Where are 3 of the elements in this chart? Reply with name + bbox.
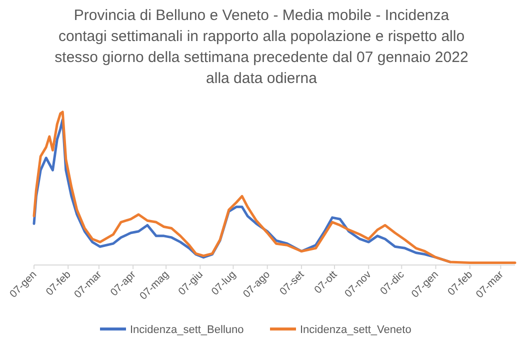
legend-label: Incidenza_sett_Veneto [300,324,412,336]
legend-label: Incidenza_sett_Belluno [130,324,244,336]
chart-title: Provincia di Belluno e Veneto - Media mobile - Incidenza contagi settimanali in rapporto alla popolazione e rispetto allo stesso giorno della settimana precedente dal 07 gennaio 2022 alla data odierna [54,7,468,87]
